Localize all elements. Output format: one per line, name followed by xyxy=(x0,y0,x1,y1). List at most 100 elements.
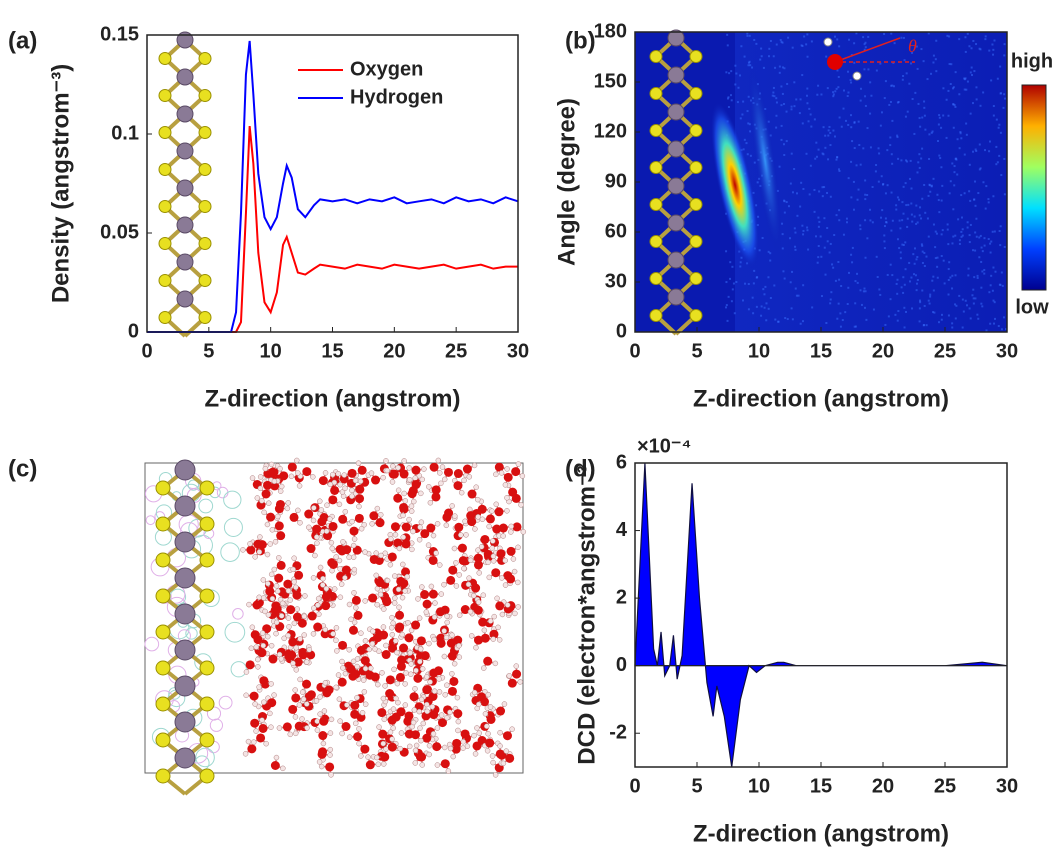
sulfur-atom xyxy=(156,553,170,567)
heatmap-noise xyxy=(749,130,751,132)
heatmap-noise xyxy=(999,244,1001,246)
h-atom xyxy=(473,645,478,650)
heatmap-noise xyxy=(974,231,976,233)
heatmap-noise xyxy=(964,36,966,38)
h-atom xyxy=(425,709,430,714)
h-atom xyxy=(501,761,506,766)
heatmap-noise xyxy=(944,282,946,284)
heatmap-noise xyxy=(954,235,956,237)
heatmap-noise xyxy=(763,67,765,69)
heatmap-noise xyxy=(836,156,838,158)
heatmap-noise xyxy=(850,114,852,116)
heatmap-noise xyxy=(786,83,788,85)
heatmap-noise xyxy=(994,231,996,233)
h-atom xyxy=(504,508,509,513)
heatmap-noise xyxy=(900,257,902,259)
heatmap-noise xyxy=(949,276,951,278)
o-atom xyxy=(329,522,338,531)
h-atom xyxy=(260,631,265,636)
o-atom xyxy=(397,655,406,664)
heatmap-noise xyxy=(967,221,969,223)
x-tick-label: 15 xyxy=(810,340,832,362)
heatmap-noise xyxy=(948,268,950,270)
heatmap-noise xyxy=(891,274,893,276)
heatmap-noise xyxy=(790,108,792,110)
heatmap-noise xyxy=(780,139,782,141)
heatmap-noise xyxy=(783,154,785,156)
o-atom xyxy=(496,707,505,716)
o-atom xyxy=(382,597,391,606)
h-atom xyxy=(370,521,375,526)
heatmap-noise xyxy=(932,61,934,63)
h-atom xyxy=(491,554,496,559)
heatmap-noise xyxy=(971,74,973,76)
h-atom xyxy=(396,465,401,470)
heatmap-noise xyxy=(811,306,813,308)
h-atom xyxy=(431,731,436,736)
o-atom xyxy=(429,590,438,599)
heatmap-noise xyxy=(881,175,883,177)
heatmap-noise xyxy=(770,297,772,299)
heatmap-noise xyxy=(958,295,960,297)
heatmap-noise xyxy=(864,219,866,221)
h-atom xyxy=(493,661,498,666)
heatmap-noise xyxy=(865,46,867,48)
heatmap-noise xyxy=(863,68,865,70)
h-atom xyxy=(477,570,482,575)
h-atom xyxy=(279,656,284,661)
h-atom xyxy=(379,553,384,558)
o-atom xyxy=(283,580,292,589)
h-atom xyxy=(453,560,458,565)
h-atom xyxy=(409,661,414,666)
h-atom xyxy=(476,702,481,707)
heatmap-noise xyxy=(998,325,1000,327)
h-atom xyxy=(378,512,383,517)
heatmap-noise xyxy=(913,273,915,275)
heatmap-noise xyxy=(921,290,923,292)
h-atom xyxy=(494,502,499,507)
heatmap-noise xyxy=(825,322,827,324)
h-atom xyxy=(434,551,439,556)
h-atom xyxy=(319,507,324,512)
heatmap-noise xyxy=(753,39,755,41)
o-atom xyxy=(512,670,521,679)
o-atom xyxy=(449,677,458,686)
heatmap-noise xyxy=(753,270,755,272)
h-atom xyxy=(410,529,415,534)
heatmap-noise xyxy=(830,291,832,293)
h-atom xyxy=(484,724,489,729)
heatmap-noise xyxy=(884,247,886,249)
h-atom xyxy=(499,470,504,475)
heatmap-noise xyxy=(1000,174,1002,176)
heatmap-noise xyxy=(801,225,803,227)
o-atom xyxy=(247,744,256,753)
h-atom xyxy=(349,494,354,499)
heatmap-noise xyxy=(822,186,824,188)
h-atom xyxy=(432,601,437,606)
sulfur-atom xyxy=(650,88,662,100)
x-tick-label: 10 xyxy=(260,340,282,362)
o-atom xyxy=(404,711,413,720)
heatmap-noise xyxy=(972,151,974,153)
h-atom xyxy=(421,467,426,472)
h-atom xyxy=(251,740,256,745)
heatmap-noise xyxy=(891,120,893,122)
heatmap-noise xyxy=(994,271,996,273)
o-atom xyxy=(271,761,280,770)
heatmap-noise xyxy=(865,257,867,259)
heatmap-noise xyxy=(993,115,995,117)
heatmap-noise xyxy=(973,297,975,299)
heatmap-noise xyxy=(820,256,822,258)
heatmap-noise xyxy=(916,258,918,260)
heatmap-noise xyxy=(800,323,802,325)
heatmap-noise xyxy=(746,32,748,34)
heatmap-noise xyxy=(990,252,992,254)
heatmap-noise xyxy=(979,143,981,145)
h-atom xyxy=(467,576,472,581)
heatmap-noise xyxy=(1003,93,1005,95)
heatmap-noise xyxy=(879,294,881,296)
h-atom xyxy=(274,631,279,636)
heatmap-noise xyxy=(962,326,964,328)
h-atom xyxy=(467,507,472,512)
heatmap-noise xyxy=(832,95,834,97)
